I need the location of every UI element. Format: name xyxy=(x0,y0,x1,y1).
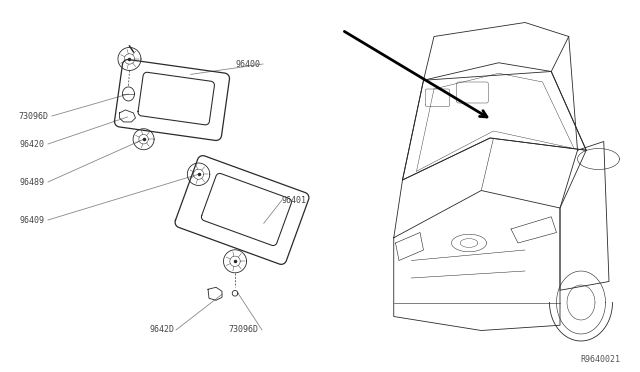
Text: 9642D: 9642D xyxy=(150,326,175,334)
Text: 96401: 96401 xyxy=(282,196,307,205)
Text: 73096D: 73096D xyxy=(18,112,48,121)
Text: R9640021: R9640021 xyxy=(580,356,620,365)
Text: 73096D: 73096D xyxy=(228,326,258,334)
Text: 96400: 96400 xyxy=(235,60,260,68)
Text: 96489: 96489 xyxy=(20,177,45,186)
Text: 96409: 96409 xyxy=(20,215,45,224)
Text: 96420: 96420 xyxy=(20,140,45,148)
